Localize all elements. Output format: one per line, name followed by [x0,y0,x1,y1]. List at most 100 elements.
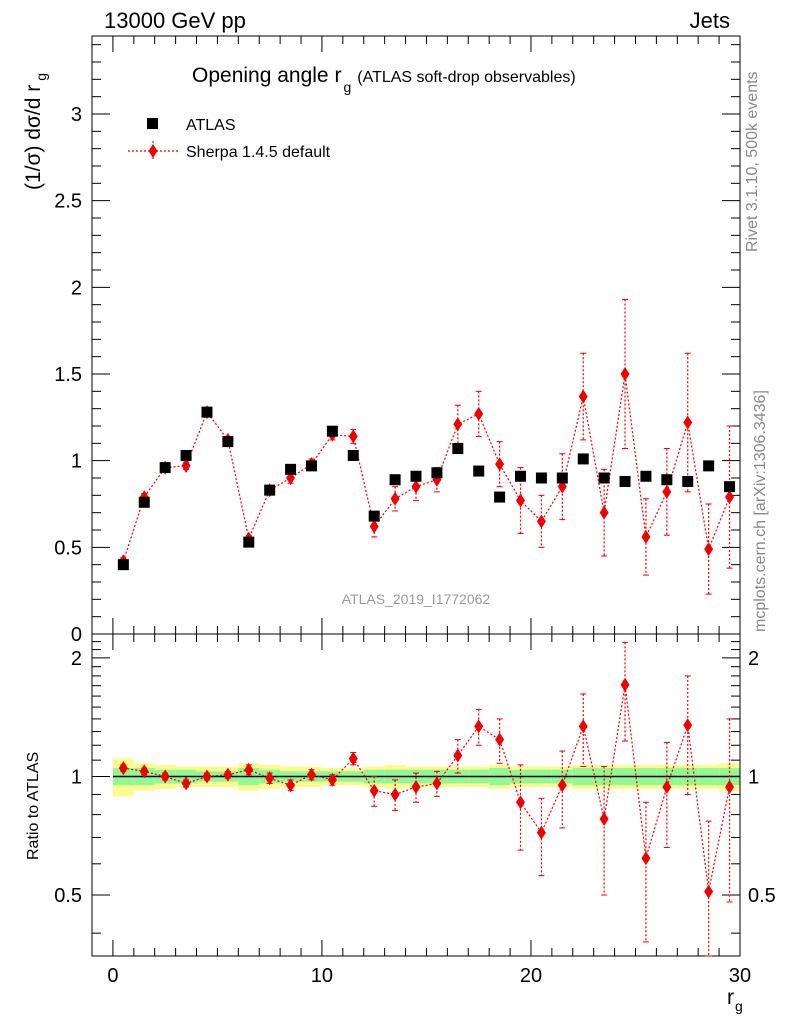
main-data-point [515,470,527,482]
main-mc-point [495,457,505,472]
main-mc-point [620,367,630,381]
main-data-point [535,472,547,484]
ratio-mc-point [160,769,170,784]
ratio-y-tick-label-right: 1 [748,766,759,788]
legend-marker-atlas [147,118,158,129]
main-data-point [724,481,736,493]
main-data-point [640,470,652,482]
ratio-y-tick-label: 1 [71,766,82,788]
ratio-mc-point [327,772,337,787]
ratio-mc-point [536,825,546,840]
main-y-tick-label: 2 [71,277,82,299]
main-mc-point [453,417,463,432]
ratio-xlabel-text: r [727,986,734,1009]
main-mc-point [516,493,526,508]
svg-text:(1/σ) dσ/d rg: (1/σ) dσ/d r g [22,73,49,190]
main-mc-line [122,373,731,562]
ratio-mc-point [725,780,735,795]
ratio-mc-point [495,732,505,747]
main-mc-point [662,484,672,499]
ratio-y-tick-label-right: 2 [748,648,759,670]
main-ylabel-text: (1/σ) dσ/d r [22,85,45,190]
main-data-point [138,496,150,508]
ratio-mc-point [683,718,693,733]
main-data-point [347,449,359,461]
energy-label: 13000 GeV pp [104,8,246,33]
main-data-point [598,472,610,484]
ratio-mc-point [139,764,149,779]
main-data-point [368,510,380,522]
main-ylabel-sub: g [33,73,49,81]
ratio-mc-point [411,780,421,795]
main-data-point [159,462,171,474]
ratio-mc-point [118,761,128,776]
main-mc-point [704,542,714,557]
main-data-point [389,474,401,486]
ratio-y-tick-label-right: 0.5 [748,885,776,907]
ratio-mc-point [306,767,316,782]
main-mc-point [641,529,651,544]
main-data-point [285,463,297,475]
ratio-mc-point [453,748,463,763]
x-tick-label: 0 [107,965,118,987]
main-data-point [410,470,422,482]
ratio-mc-point [516,795,526,810]
ratio-mc-point [599,811,609,826]
ratio-mc-point [181,776,191,791]
ratio-y-tick-label: 2 [71,648,82,670]
main-data-point [577,453,589,465]
ratio-xlabel-sub: g [735,998,743,1014]
main-data-point [661,474,673,486]
chart-title: Opening angle r g (ATLAS soft-drop observa… [192,64,576,95]
ratio-frame [91,633,741,957]
main-data-point [264,484,276,496]
main-mc-point [369,519,379,534]
svg-text:Ratio to ATLAS: Ratio to ATLAS [25,752,42,860]
main-mc-point [181,458,191,473]
ratio-mc-point [286,778,296,793]
chart-title-note: (ATLAS soft-drop observables) [357,69,575,86]
main-mc-point [599,505,609,520]
ratio-mc-point [348,751,358,766]
main-mc-point [474,406,484,421]
ratio-mc-point [641,851,651,866]
ratio-mc-point [557,778,567,793]
ratio-mc-point [704,884,714,899]
legend-label-sherpa: Sherpa 1.4.5 default [186,144,331,161]
ratio-mc-point [369,783,379,798]
main-data-point [703,460,715,472]
x-tick-label: 30 [729,965,751,987]
main-y-tick-label: 1 [71,451,82,473]
main-mc-point [390,491,400,506]
ratio-y-tick-label: 0.5 [54,885,82,907]
ratio-mc-point [244,762,254,777]
main-data-point [452,443,464,455]
main-data-point [222,436,234,448]
main-y-tick-label: 0 [71,624,82,646]
x-tick-label: 10 [311,965,333,987]
chart-title-sub: g [343,79,351,95]
main-data-point [201,406,213,418]
ratio-mc-point [202,769,212,784]
ratio-mc-point [223,767,233,782]
ratio-mc-point [390,787,400,802]
main-mc-point [683,415,693,430]
main-data-point [326,425,338,437]
ratio-ylabel: Ratio to ATLAS [25,752,42,860]
main-data-point [494,491,506,503]
ratio-xlabel: rg [727,986,743,1014]
main-ylabel: (1/σ) dσ/d r g [22,73,49,190]
ratio-mc-point [620,677,630,692]
ratio-mc-point [474,719,484,734]
main-data-point [682,475,694,487]
main-data-point [243,536,255,548]
main-mc-point [536,514,546,529]
main-data-point [117,559,129,571]
ratio-panel: 0 10 20 300.5 0.51 12 2 [54,36,776,987]
main-y-tick-label: 0.5 [54,537,82,559]
main-data-point [619,475,631,487]
chart-title-main: Opening angle r [192,64,341,87]
main-data-point [473,465,485,477]
legend-marker-sherpa [148,144,158,158]
